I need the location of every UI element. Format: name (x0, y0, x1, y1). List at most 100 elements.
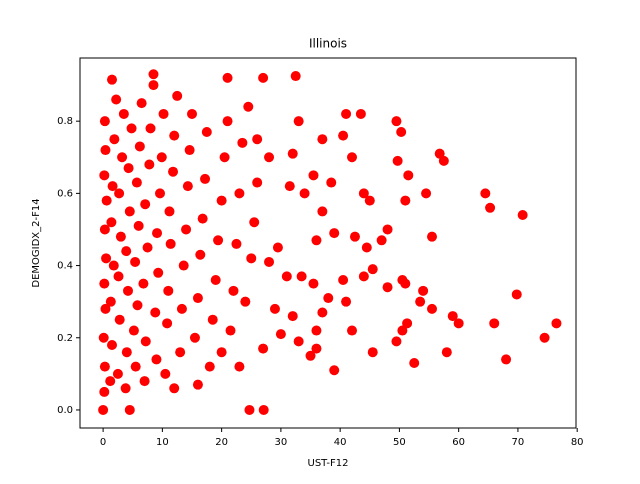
point (165, 238, 176, 249)
point (517, 210, 528, 221)
point (367, 264, 378, 275)
point (341, 108, 352, 119)
point (284, 181, 295, 192)
point (168, 166, 179, 177)
point (169, 383, 180, 394)
point (142, 242, 153, 253)
point (240, 296, 251, 307)
x-tick-label: 50 (393, 437, 406, 448)
point (111, 94, 122, 105)
point (367, 347, 378, 358)
point (222, 72, 233, 83)
point (192, 379, 203, 390)
point (415, 296, 426, 307)
point (140, 199, 151, 210)
point (192, 293, 203, 304)
point (145, 123, 156, 134)
point (358, 188, 369, 199)
x-tick-label: 0 (100, 437, 106, 448)
point (311, 343, 322, 354)
point (338, 275, 349, 285)
point (338, 130, 349, 141)
point (299, 188, 310, 199)
point (178, 260, 189, 271)
point (108, 260, 119, 271)
point (151, 354, 162, 365)
x-tick-label: 40 (334, 437, 347, 448)
point (228, 285, 239, 296)
point (511, 289, 522, 300)
point (124, 404, 135, 415)
point (201, 127, 212, 137)
point (329, 365, 340, 376)
point (400, 278, 411, 289)
point (326, 177, 337, 188)
point (264, 152, 275, 163)
point (329, 228, 340, 239)
point (99, 386, 110, 397)
point (243, 101, 254, 112)
point (222, 116, 233, 127)
point (148, 80, 159, 91)
point (382, 224, 393, 235)
point (275, 329, 286, 340)
point (187, 108, 197, 119)
y-tick-label: 0.6 (57, 188, 73, 199)
point (216, 195, 227, 206)
point (421, 188, 432, 199)
point (126, 123, 137, 134)
point (123, 163, 134, 174)
point (376, 235, 387, 246)
point (397, 325, 408, 336)
point (305, 350, 316, 361)
point (112, 368, 123, 379)
point (99, 278, 110, 289)
point (264, 256, 275, 267)
point (148, 69, 159, 80)
point (489, 318, 500, 329)
point (216, 347, 227, 358)
point (204, 361, 215, 372)
point (308, 278, 319, 289)
point (396, 127, 407, 137)
point (403, 170, 414, 181)
point (98, 332, 109, 343)
point (114, 314, 125, 325)
point (158, 108, 169, 119)
point (317, 134, 328, 145)
chart-title: Illinois (309, 37, 347, 51)
point (139, 376, 150, 387)
point (115, 231, 126, 242)
point (485, 202, 496, 213)
x-tick-label: 60 (452, 437, 465, 448)
point (163, 285, 174, 296)
point (341, 296, 352, 307)
point (117, 152, 128, 163)
point (355, 108, 366, 119)
point (121, 347, 132, 358)
point (128, 325, 139, 336)
point (361, 242, 372, 253)
point (447, 311, 458, 322)
point (200, 173, 211, 184)
point (101, 253, 112, 264)
point (153, 267, 164, 278)
point (99, 170, 110, 181)
point (169, 130, 180, 141)
point (99, 224, 110, 235)
point (347, 152, 357, 163)
point (107, 74, 117, 85)
point (234, 188, 245, 199)
point (409, 358, 420, 369)
point (99, 361, 110, 372)
point (293, 116, 304, 127)
point (105, 376, 116, 387)
point (252, 134, 263, 145)
point (100, 145, 111, 156)
point (402, 318, 413, 329)
point (176, 303, 187, 314)
point (347, 325, 357, 336)
point (107, 181, 118, 192)
point (118, 108, 129, 119)
